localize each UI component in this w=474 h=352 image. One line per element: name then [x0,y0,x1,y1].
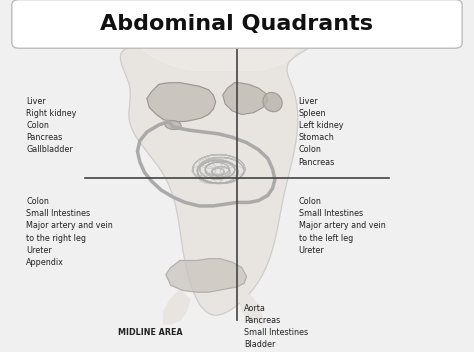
Text: Liver
Spleen
Left kidney
Stomach
Colon
Pancreas: Liver Spleen Left kidney Stomach Colon P… [299,97,343,166]
Polygon shape [147,83,216,121]
Text: MIDLINE AREA: MIDLINE AREA [118,328,182,337]
Polygon shape [142,44,299,70]
Polygon shape [164,290,190,324]
Text: Colon
Small Intestines
Major artery and vein
to the right leg
Ureter
Appendix: Colon Small Intestines Major artery and … [26,197,113,267]
Text: Aorta
Pancreas
Small Intestines
Bladder
Spine: Aorta Pancreas Small Intestines Bladder … [244,304,308,352]
Polygon shape [223,83,268,114]
Text: Colon
Small Intestines
Major artery and vein
to the left leg
Ureter: Colon Small Intestines Major artery and … [299,197,385,255]
FancyBboxPatch shape [12,0,462,48]
Text: Liver
Right kidney
Colon
Pancreas
Gallbladder: Liver Right kidney Colon Pancreas Gallbl… [26,97,76,155]
Text: Abdominal Quadrants: Abdominal Quadrants [100,14,374,34]
Polygon shape [239,290,263,324]
Ellipse shape [165,120,181,130]
Polygon shape [166,259,246,292]
Polygon shape [120,43,312,315]
Ellipse shape [263,93,282,112]
